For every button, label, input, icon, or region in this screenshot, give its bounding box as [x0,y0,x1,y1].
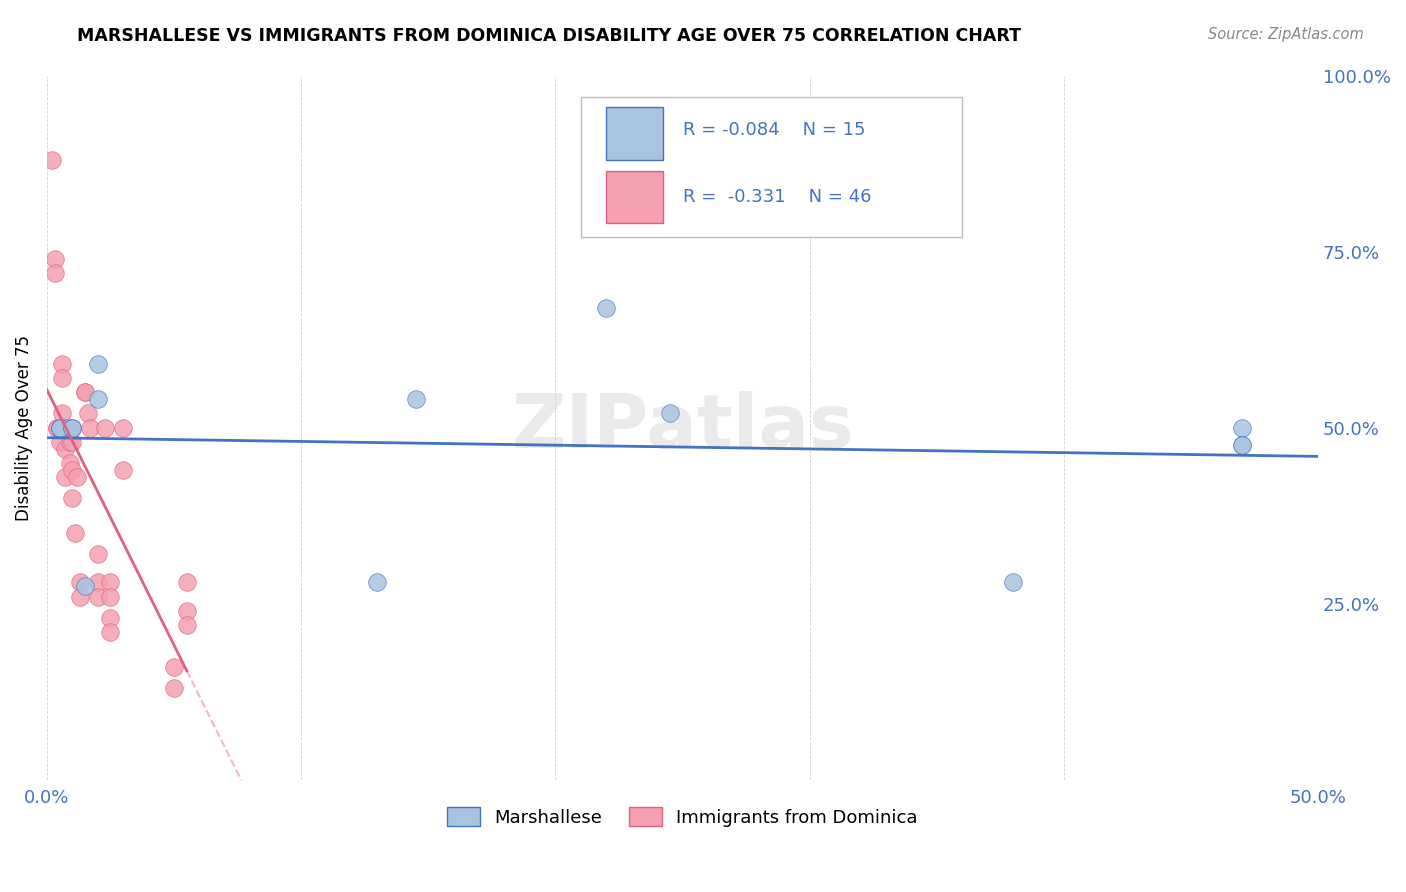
Point [94,420,117,434]
Point [60,420,83,434]
Point [59,434,82,449]
Point [176,575,198,590]
Point [60,420,83,434]
Point [69,590,91,604]
Point [48,420,70,434]
Point [163,660,186,674]
Point [176,604,198,618]
Point [100,590,122,604]
Point [100,624,122,639]
Point [100,575,122,590]
Point [163,681,186,695]
Point [112,463,135,477]
Text: Source: ZipAtlas.com: Source: ZipAtlas.com [1208,27,1364,42]
Point [1230,420,1253,434]
Point [595,301,617,315]
FancyBboxPatch shape [606,107,664,160]
Point [73,385,96,400]
Y-axis label: Disability Age Over 75: Disability Age Over 75 [15,334,32,521]
Point [1002,575,1025,590]
Point [1230,438,1253,452]
Point [87,392,110,407]
Point [46,420,69,434]
Point [56,420,79,434]
Point [176,617,198,632]
Point [69,575,91,590]
Point [56,420,79,434]
Point [79,420,101,434]
Point [48,420,70,434]
Point [60,420,83,434]
Point [48,420,70,434]
Text: ZIPatlas: ZIPatlas [512,391,853,464]
Text: R =  -0.331    N = 46: R = -0.331 N = 46 [682,188,870,206]
Point [60,491,83,505]
Point [51,357,73,371]
Point [59,456,82,470]
Text: MARSHALLESE VS IMMIGRANTS FROM DOMINICA DISABILITY AGE OVER 75 CORRELATION CHART: MARSHALLESE VS IMMIGRANTS FROM DOMINICA … [77,27,1021,45]
Text: R = -0.084    N = 15: R = -0.084 N = 15 [682,121,865,139]
Point [405,392,427,407]
Point [51,371,73,385]
Point [658,407,681,421]
Point [87,575,110,590]
Point [100,610,122,624]
Point [46,420,69,434]
Point [60,463,83,477]
Point [66,470,89,484]
Point [1230,438,1253,452]
FancyBboxPatch shape [581,96,962,237]
Point [53,470,76,484]
Point [73,385,96,400]
Legend: Marshallese, Immigrants from Dominica: Marshallese, Immigrants from Dominica [440,800,925,834]
FancyBboxPatch shape [606,170,664,223]
Point [76,407,98,421]
Point [44,252,66,266]
Point [48,420,70,434]
Point [87,590,110,604]
Point [51,407,73,421]
Point [73,579,96,593]
Point [112,420,135,434]
Point [87,357,110,371]
Point [48,434,70,449]
Point [41,153,63,167]
Point [60,434,83,449]
Point [53,442,76,456]
Point [87,547,110,561]
Point [44,266,66,280]
Point [63,526,86,541]
Point [48,420,70,434]
Point [366,575,388,590]
Point [51,420,73,434]
